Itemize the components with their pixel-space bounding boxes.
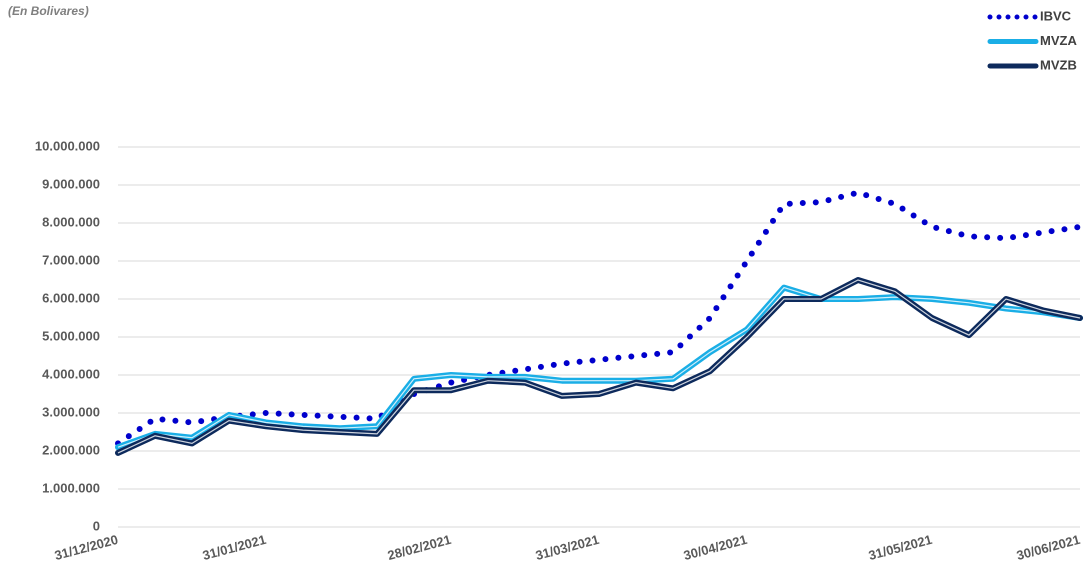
series-line-inner bbox=[117, 286, 1081, 448]
x-tick-label: 30/06/2021 bbox=[1015, 532, 1082, 563]
y-tick-label: 6.000.000 bbox=[42, 290, 100, 305]
series-line bbox=[115, 277, 1083, 456]
x-tick-label: 31/03/2021 bbox=[534, 532, 601, 563]
y-tick-label: 9.000.000 bbox=[42, 176, 100, 191]
y-tick-label: 0 bbox=[93, 518, 100, 533]
chart-subtitle: (En Bolivares) bbox=[8, 4, 89, 18]
y-tick-label: 1.000.000 bbox=[42, 480, 100, 495]
x-tick-label: 31/01/2021 bbox=[201, 532, 268, 563]
legend-label: MVZB bbox=[1040, 57, 1077, 72]
series-line bbox=[115, 189, 1083, 447]
y-tick-label: 5.000.000 bbox=[42, 328, 100, 343]
x-tick-label: 28/02/2021 bbox=[386, 532, 453, 563]
y-tick-label: 10.000.000 bbox=[35, 138, 100, 153]
x-tick-label: 30/04/2021 bbox=[682, 532, 749, 563]
y-tick-label: 2.000.000 bbox=[42, 442, 100, 457]
x-tick-label: 31/05/2021 bbox=[867, 532, 934, 563]
legend-label: MVZA bbox=[1040, 33, 1077, 48]
y-tick-label: 4.000.000 bbox=[42, 366, 100, 381]
series-line-inner bbox=[117, 279, 1081, 454]
legend-label: IBVC bbox=[1040, 8, 1072, 23]
x-tick-label: 31/12/2020 bbox=[53, 532, 120, 563]
y-tick-label: 7.000.000 bbox=[42, 252, 100, 267]
y-tick-label: 3.000.000 bbox=[42, 404, 100, 419]
y-tick-label: 8.000.000 bbox=[42, 214, 100, 229]
